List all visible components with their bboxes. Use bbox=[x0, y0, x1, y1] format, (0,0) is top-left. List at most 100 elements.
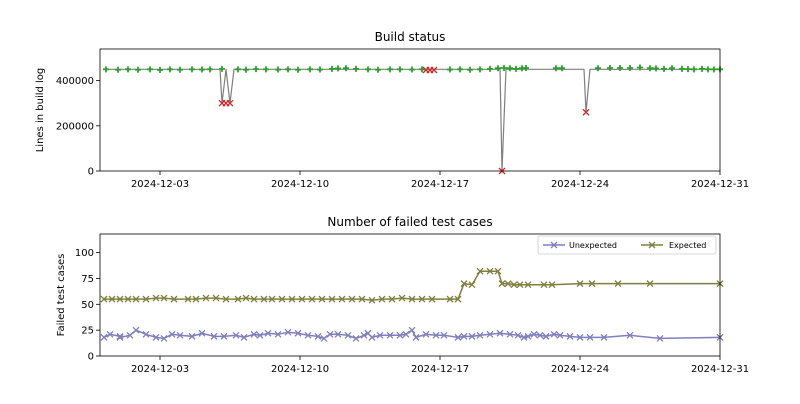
unexpected-point bbox=[402, 330, 410, 338]
unexpected-point bbox=[656, 334, 664, 342]
expected-point bbox=[222, 295, 230, 303]
build-passed-marker bbox=[419, 66, 425, 73]
build-passed-marker bbox=[147, 66, 153, 73]
unexpected-point bbox=[386, 331, 394, 339]
unexpected-point bbox=[250, 330, 258, 338]
unexpected-point bbox=[514, 331, 522, 339]
build-passed-marker bbox=[559, 65, 565, 72]
expected-point bbox=[454, 295, 462, 303]
unexpected-point bbox=[542, 332, 550, 340]
expected-point bbox=[170, 295, 178, 303]
expected-legend-x bbox=[648, 241, 656, 249]
build-status-axes bbox=[99, 48, 721, 172]
expected-point bbox=[358, 295, 366, 303]
expected-point bbox=[192, 295, 200, 303]
expected-point bbox=[498, 280, 506, 288]
legend: Unexpected Expected bbox=[537, 235, 717, 255]
unexpected-point bbox=[284, 328, 292, 336]
build-passed-marker bbox=[375, 66, 381, 73]
unexpected-legend-x bbox=[550, 241, 558, 249]
build-passed-marker bbox=[189, 66, 195, 73]
unexpected-point bbox=[210, 332, 218, 340]
build-passed-marker bbox=[467, 66, 473, 73]
build-passed-marker bbox=[595, 65, 601, 72]
x-tick-label: 2024-12-10 bbox=[271, 179, 329, 190]
unexpected-point bbox=[432, 331, 440, 339]
unexpected-point bbox=[422, 330, 430, 338]
unexpected-point bbox=[476, 331, 484, 339]
expected-point bbox=[212, 294, 220, 302]
build-passed-marker bbox=[199, 66, 205, 73]
build-passed-marker bbox=[477, 66, 483, 73]
unexpected-point bbox=[352, 334, 360, 342]
expected-point bbox=[100, 295, 108, 303]
unexpected-point bbox=[116, 333, 124, 341]
expected-point bbox=[576, 280, 584, 288]
failed-tests-panel: Number of failed test cases Failed test … bbox=[56, 215, 749, 375]
unexpected-point bbox=[496, 329, 504, 337]
expected-point bbox=[328, 295, 336, 303]
unexpected-point bbox=[360, 331, 368, 339]
expected-point bbox=[260, 295, 268, 303]
build-passed-marker bbox=[125, 66, 131, 73]
unexpected-point bbox=[376, 331, 384, 339]
build-failed-marker bbox=[582, 108, 590, 116]
unexpected-point bbox=[126, 331, 134, 339]
unexpected-point bbox=[566, 332, 574, 340]
x-tick-label: 2024-12-03 bbox=[131, 179, 189, 190]
legend-unexpected-label: Unexpected bbox=[569, 241, 617, 250]
unexpected-point bbox=[152, 333, 160, 341]
build-passed-marker bbox=[647, 65, 653, 72]
build-status-panel: Build status Lines in build log 2024-12-… bbox=[35, 30, 749, 190]
expected-point bbox=[298, 295, 306, 303]
build-passed-marker bbox=[317, 66, 323, 73]
unexpected-point bbox=[486, 330, 494, 338]
build-passed-marker bbox=[275, 66, 281, 73]
expected-point bbox=[408, 295, 416, 303]
unexpected-point bbox=[240, 333, 248, 341]
expected-point bbox=[308, 295, 316, 303]
expected-point bbox=[548, 281, 556, 289]
unexpected-point bbox=[304, 331, 312, 339]
unexpected-point bbox=[520, 333, 528, 341]
unexpected-point bbox=[524, 332, 532, 340]
unexpected-point bbox=[132, 326, 140, 334]
expected-point bbox=[398, 294, 406, 302]
y-tick-label: 75 bbox=[81, 274, 94, 285]
unexpected-point bbox=[506, 330, 514, 338]
expected-point bbox=[418, 295, 426, 303]
expected-point bbox=[368, 296, 376, 304]
unexpected-point bbox=[198, 329, 206, 337]
build-passed-marker bbox=[243, 66, 249, 73]
expected-point bbox=[486, 267, 494, 275]
expected-point bbox=[348, 295, 356, 303]
unexpected-point bbox=[294, 329, 302, 337]
unexpected-point bbox=[368, 333, 376, 341]
unexpected-point bbox=[600, 333, 608, 341]
expected-point bbox=[428, 295, 436, 303]
build-passed-marker bbox=[685, 66, 691, 73]
build-passed-marker bbox=[661, 65, 667, 72]
build-passed-marker bbox=[679, 65, 685, 72]
build-failed-marker bbox=[226, 99, 234, 107]
build-passed-marker bbox=[513, 65, 519, 72]
build-passed-marker bbox=[307, 66, 313, 73]
legend-box bbox=[537, 235, 717, 255]
build-failed-marker bbox=[430, 66, 438, 74]
legend-expected-marker bbox=[648, 241, 656, 249]
build-log-line bbox=[106, 68, 720, 172]
build-passed-marker bbox=[691, 66, 697, 73]
build-status-ylabel: Lines in build log bbox=[35, 68, 46, 153]
build-passed-marker bbox=[263, 66, 269, 73]
failed-tests-axes bbox=[99, 233, 721, 357]
unexpected-point bbox=[168, 330, 176, 338]
unexpected-point bbox=[550, 330, 558, 338]
build-passed-marker bbox=[329, 65, 335, 72]
y-tick-label: 0 bbox=[88, 167, 94, 178]
expected-point bbox=[160, 294, 168, 302]
build-passed-marker bbox=[365, 66, 371, 73]
build-passed-marker bbox=[607, 64, 613, 71]
unexpected-point bbox=[188, 332, 196, 340]
build-passed-marker bbox=[523, 64, 529, 71]
unexpected-point bbox=[274, 330, 282, 338]
